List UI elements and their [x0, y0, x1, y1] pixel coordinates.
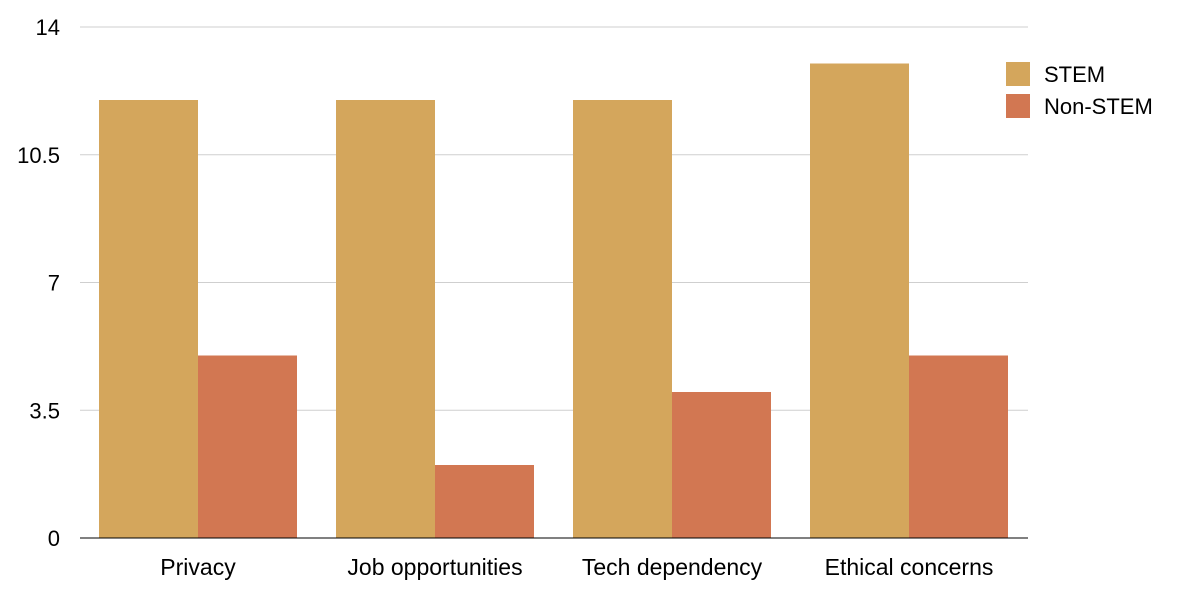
legend-swatch-0 — [1006, 62, 1030, 86]
bar-stem-0 — [99, 100, 198, 538]
y-tick-label: 7 — [48, 271, 60, 296]
bar-stem-1 — [336, 100, 435, 538]
x-category-label: Tech dependency — [582, 554, 763, 580]
y-tick-label: 0 — [48, 526, 60, 551]
bar-stem-3 — [810, 63, 909, 538]
bar-stem-2 — [573, 100, 672, 538]
y-axis-ticks: 0 3.5 7 10.5 14 — [17, 15, 60, 551]
bar-non-stem-0 — [198, 355, 297, 538]
legend-label-0: STEM — [1044, 62, 1105, 87]
legend: STEM Non-STEM — [1006, 62, 1153, 119]
x-category-label: Ethical concerns — [825, 554, 994, 580]
legend-swatch-1 — [1006, 94, 1030, 118]
bar-non-stem-1 — [435, 465, 534, 538]
x-category-label: Privacy — [160, 554, 236, 580]
y-tick-label: 14 — [36, 15, 60, 40]
y-tick-label: 3.5 — [29, 398, 60, 423]
bars — [99, 63, 1008, 538]
legend-label-1: Non-STEM — [1044, 94, 1153, 119]
bar-non-stem-2 — [672, 392, 771, 538]
bar-non-stem-3 — [909, 355, 1008, 538]
x-axis-category-labels: Privacy Job opportunities Tech dependency E… — [160, 554, 993, 580]
x-category-label: Job opportunities — [347, 554, 522, 580]
y-tick-label: 10.5 — [17, 143, 60, 168]
